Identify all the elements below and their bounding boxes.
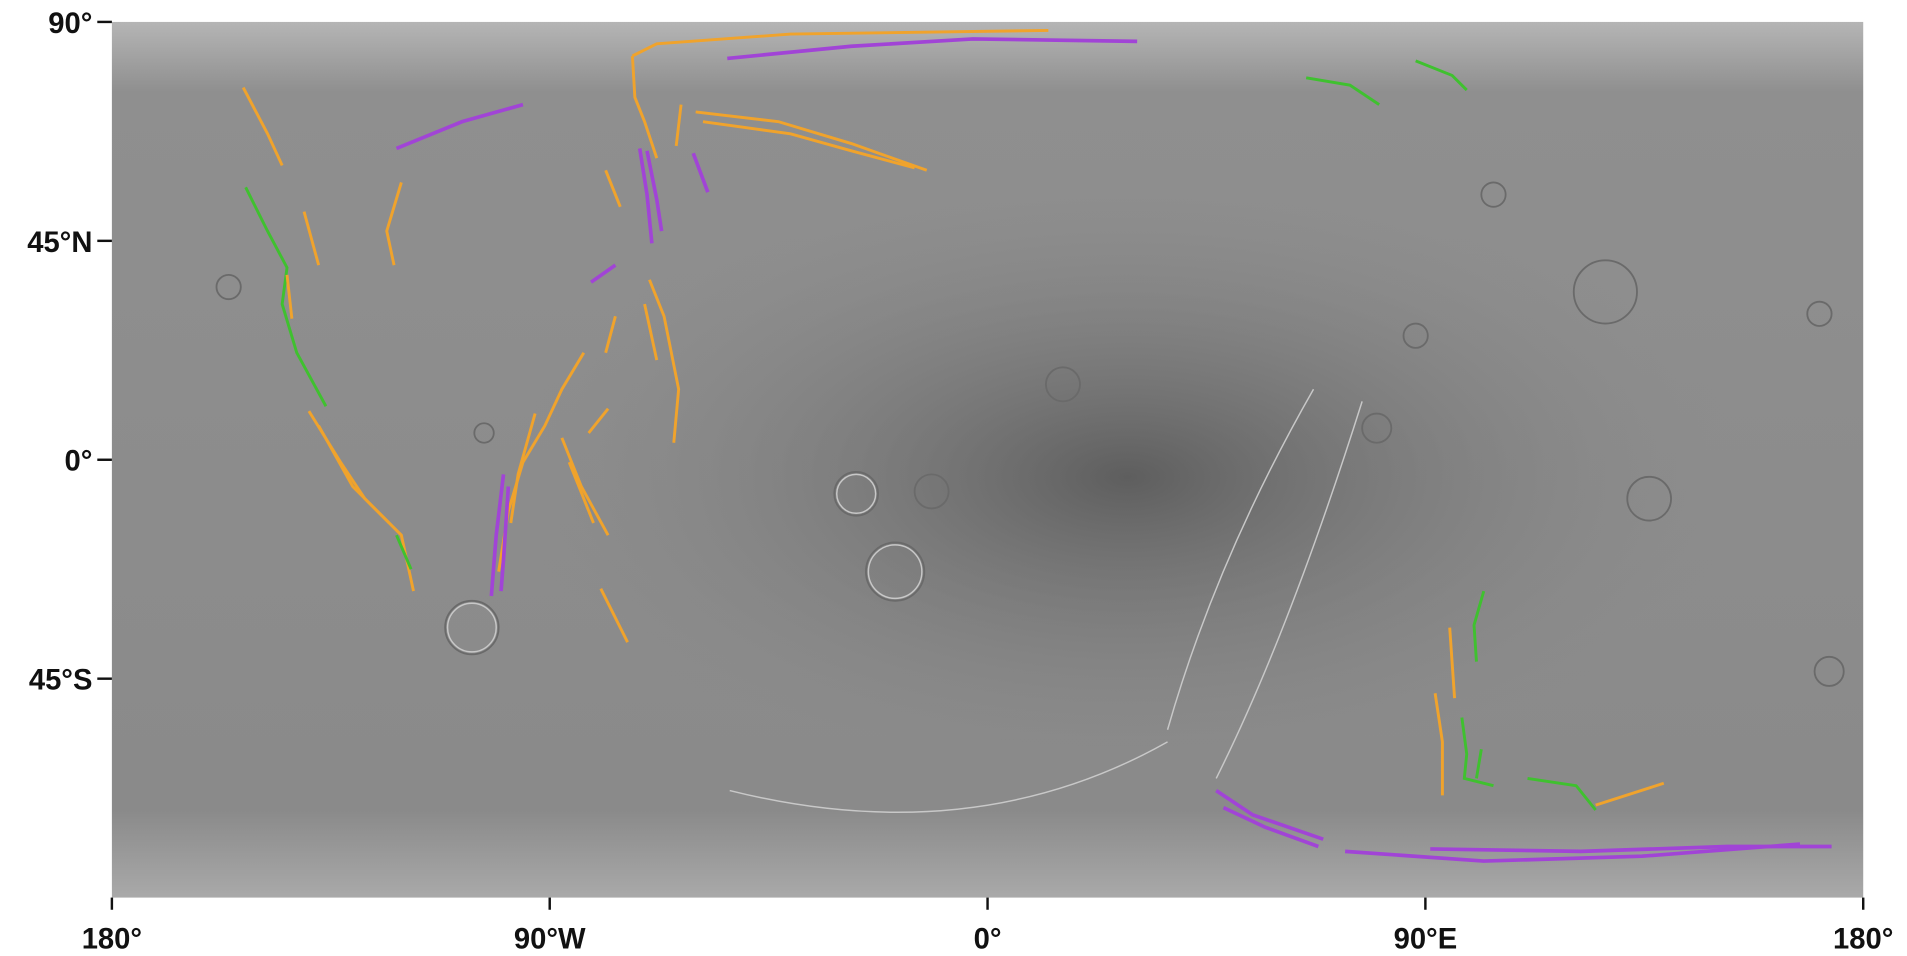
x-axis-label: 180° — [82, 924, 142, 956]
map-figure: 90° 45°N 0° 45°S 180° 90°W 0° 90°E 180° — [0, 0, 1907, 956]
x-axis-label: 180° — [1833, 924, 1893, 956]
x-axis-label: 90°E — [1394, 924, 1458, 956]
y-axis-label: 90° — [48, 8, 92, 40]
y-axis-label: 45°N — [27, 227, 92, 259]
y-axis-label: 0° — [65, 446, 93, 478]
x-axis-label: 90°W — [514, 924, 586, 956]
y-axis-label: 45°S — [29, 665, 93, 697]
x-axis-label: 0° — [974, 924, 1002, 956]
page: 90° 45°N 0° 45°S 180° 90°W 0° 90°E 180° … — [0, 0, 1907, 956]
map-image — [112, 22, 1863, 898]
